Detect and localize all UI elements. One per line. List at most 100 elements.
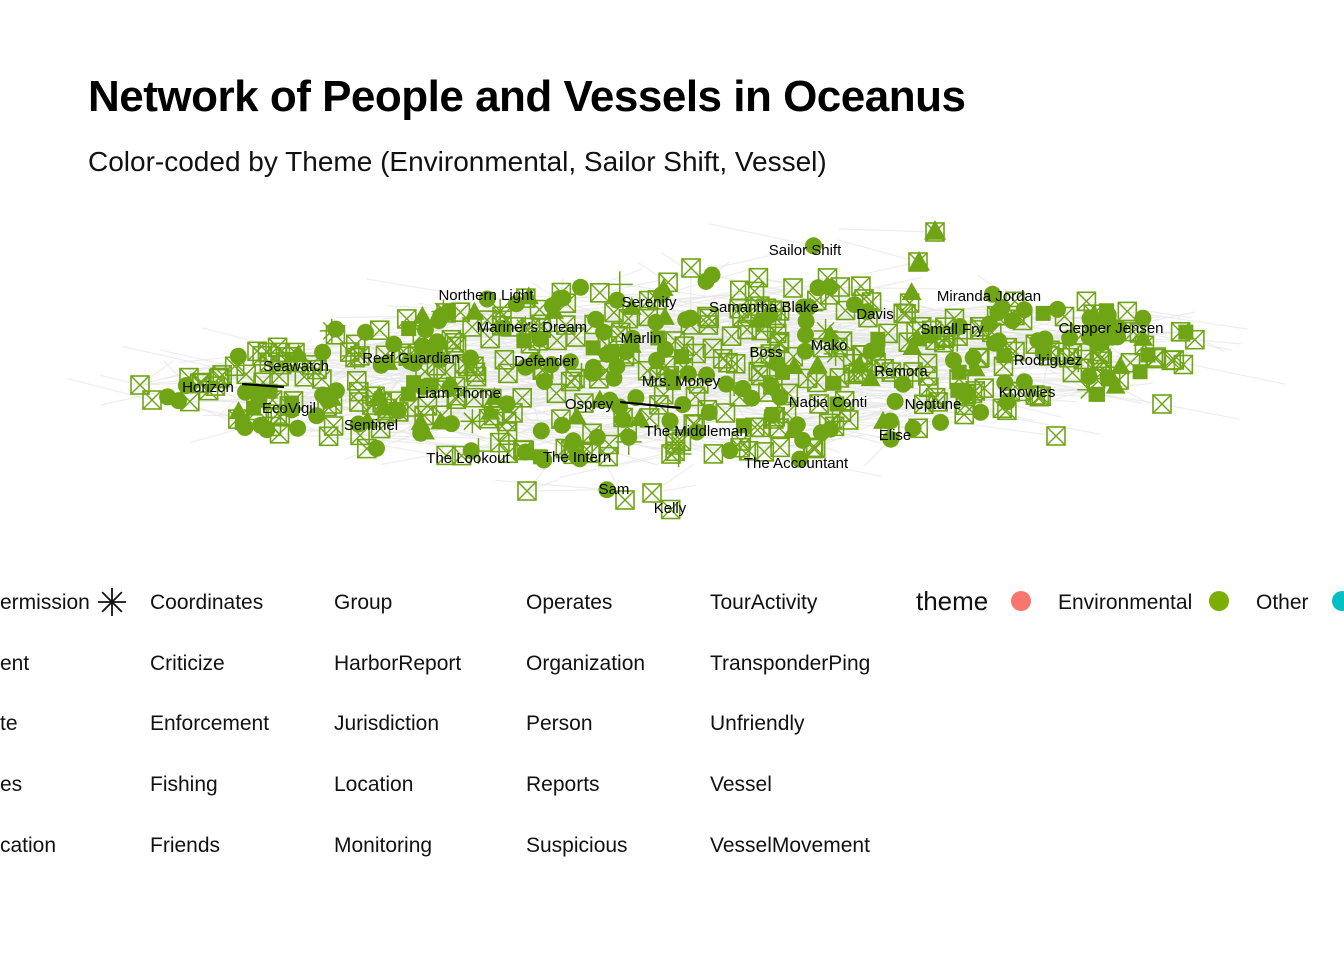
node-marker	[572, 278, 589, 296]
legend-shape-label: HarborReport	[334, 652, 461, 675]
node-marker	[703, 266, 721, 284]
node-marker	[674, 349, 690, 365]
node-marker	[582, 423, 602, 444]
node-marker	[245, 400, 261, 416]
node-marker	[1073, 349, 1093, 370]
node-marker	[604, 345, 620, 361]
node-label: Elise	[879, 427, 912, 444]
node-marker	[533, 449, 549, 465]
node-marker	[671, 431, 692, 452]
node-marker	[357, 323, 374, 341]
node-marker	[507, 295, 525, 313]
node-marker	[699, 308, 720, 329]
node-marker	[800, 298, 818, 316]
node-marker	[566, 406, 587, 425]
node-marker	[1025, 385, 1046, 405]
network-edge	[670, 319, 759, 346]
node-label: Knowles	[999, 384, 1056, 401]
node-marker	[430, 411, 451, 430]
node-marker	[1061, 329, 1079, 347]
node-marker	[370, 418, 391, 439]
legend-shape-label: es	[0, 773, 22, 796]
node-marker	[417, 396, 438, 416]
node-marker	[681, 258, 701, 278]
network-edge	[478, 317, 777, 452]
network-edge	[190, 426, 246, 443]
node-marker	[589, 389, 610, 408]
node-marker	[319, 392, 337, 409]
node-marker	[824, 416, 845, 437]
node-marker	[527, 352, 545, 370]
node-marker	[1036, 330, 1054, 348]
network-edge	[838, 228, 936, 233]
network-edge	[526, 478, 560, 492]
legend-shape-label: Enforcement	[150, 712, 269, 735]
node-marker	[945, 352, 962, 369]
highlight-edge	[241, 382, 285, 389]
node-marker	[660, 499, 681, 520]
node-marker	[498, 363, 518, 384]
node-marker	[881, 362, 902, 382]
node-marker	[289, 419, 307, 437]
node-marker	[1152, 394, 1172, 414]
node-marker	[608, 291, 626, 309]
node-marker	[553, 416, 571, 434]
node-marker	[1050, 342, 1070, 363]
legend-theme-label: Environmental	[1058, 591, 1192, 614]
node-label: Samantha Blake	[709, 299, 819, 316]
legend-shape-label: Location	[334, 773, 413, 796]
legend-theme-label: Other	[1256, 591, 1309, 614]
node-marker	[1110, 355, 1131, 374]
node-marker	[774, 364, 790, 380]
node-label: Sam	[599, 481, 630, 498]
legend-shape-label: Group	[334, 591, 392, 614]
network-edge	[526, 489, 607, 492]
node-marker	[318, 426, 339, 447]
node-marker	[949, 369, 969, 389]
network-edge	[651, 484, 697, 494]
node-marker	[462, 317, 482, 337]
node-marker	[820, 278, 838, 296]
legend-shape-label: ent	[0, 652, 29, 675]
node-label: Reef Guardian	[362, 350, 460, 367]
node-marker	[674, 396, 692, 414]
node-marker	[585, 340, 601, 356]
node-marker	[494, 319, 512, 337]
node-marker	[587, 310, 605, 328]
node-marker	[391, 343, 412, 364]
node-marker	[1080, 368, 1098, 385]
node-marker	[647, 313, 665, 331]
node-marker	[899, 293, 920, 313]
node-marker	[556, 293, 577, 314]
legend-shape-label: Vessel	[710, 773, 772, 796]
node-marker	[253, 372, 273, 393]
node-marker	[738, 440, 759, 461]
node-marker	[958, 385, 975, 403]
node-marker	[797, 368, 818, 389]
chart-title: Network of People and Vessels in Oceanus	[88, 72, 966, 121]
node-marker	[771, 388, 789, 406]
node-marker	[490, 432, 510, 453]
node-marker	[513, 316, 538, 341]
node-marker	[826, 375, 842, 391]
node-marker	[932, 413, 949, 431]
node-marker	[650, 330, 666, 346]
legend-theme: theme Environmental Other	[916, 586, 1344, 616]
node-marker	[426, 355, 447, 376]
node-marker	[751, 346, 771, 367]
node-label: Defender	[514, 353, 576, 370]
node-marker	[782, 419, 803, 438]
legend-shape-label: TransponderPing	[710, 652, 870, 675]
network-edge	[1194, 339, 1242, 345]
node-marker	[583, 364, 601, 382]
network-edge	[99, 374, 141, 386]
node-marker	[491, 315, 512, 336]
node-marker	[517, 481, 537, 501]
legend-shape-label: Jurisdiction	[334, 712, 439, 735]
node-marker	[439, 304, 457, 321]
node-marker	[738, 303, 759, 324]
node-marker	[758, 382, 778, 402]
node-marker	[770, 437, 790, 458]
node-label: Davis	[856, 306, 894, 323]
node-label: Northern Light	[438, 287, 534, 304]
